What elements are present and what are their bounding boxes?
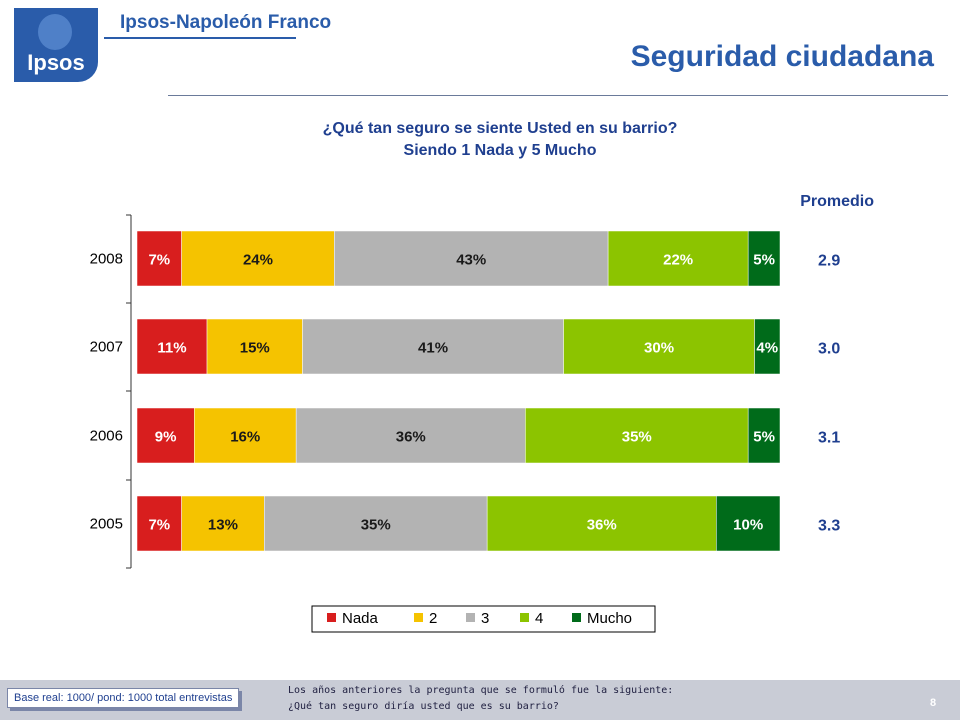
page-title: Seguridad ciudadana xyxy=(630,40,934,73)
category-label: 2005 xyxy=(90,516,123,533)
logo-face-icon xyxy=(38,14,72,50)
data-label: 4% xyxy=(756,340,778,357)
bar-segment-nada xyxy=(136,495,182,552)
data-label: 13% xyxy=(208,517,238,534)
data-label: 35% xyxy=(361,517,391,534)
chart-question: ¿Qué tan seguro se siente Usted en su ba… xyxy=(200,118,800,162)
data-label: 11% xyxy=(157,340,186,357)
promedio-value: 3.1 xyxy=(818,430,840,447)
data-label: 7% xyxy=(148,252,170,269)
note-line-2: ¿Qué tan seguro diría usted que es su ba… xyxy=(288,701,559,712)
page-number: 8 xyxy=(930,697,937,709)
promedio-value: 2.9 xyxy=(818,253,840,270)
promedio-value: 3.3 xyxy=(818,518,840,535)
data-label: 9% xyxy=(155,429,177,446)
bar-segment-2 xyxy=(181,495,265,552)
bar-segment-4 xyxy=(486,495,717,552)
data-label: 5% xyxy=(753,429,775,446)
category-label: 2007 xyxy=(90,339,123,356)
data-label: 30% xyxy=(644,340,674,357)
data-label: 15% xyxy=(240,340,270,357)
legend-swatch-mucho xyxy=(572,613,581,622)
legend-swatch-nada xyxy=(327,613,336,622)
logo-text: Ipsos xyxy=(27,50,85,75)
data-label: 36% xyxy=(396,429,426,446)
bar-segment-3 xyxy=(264,495,488,552)
bar-segment-mucho xyxy=(754,318,781,375)
promedio-header: Promedio xyxy=(800,193,874,210)
question-history-note: Los años anteriores la pregunta que se f… xyxy=(288,683,673,715)
bar-segment-nada xyxy=(136,318,208,375)
ipsos-logo: Ipsos xyxy=(14,8,98,82)
legend-label: 2 xyxy=(429,610,437,627)
legend-swatch-3 xyxy=(466,613,475,622)
bar-segment-mucho xyxy=(716,495,781,552)
data-label: 10% xyxy=(733,517,763,534)
data-label: 43% xyxy=(456,252,486,269)
bar-segment-3 xyxy=(302,318,564,375)
bar-segment-mucho xyxy=(747,407,781,464)
legend-label: 4 xyxy=(535,610,543,627)
title-divider xyxy=(168,95,948,96)
data-label: 35% xyxy=(622,429,652,446)
bar-segment-2 xyxy=(194,407,297,464)
bar-segment-2 xyxy=(206,318,303,375)
legend-swatch-2 xyxy=(414,613,423,622)
legend-box xyxy=(311,605,656,633)
bar-segment-mucho xyxy=(747,230,781,287)
stacked-bar-chart: 2008 7% 24% 43% 22% 5% 2.9 2007 11% 15% 41% 30% 4% 3.… xyxy=(90,193,874,633)
data-label: 5% xyxy=(753,252,775,269)
bar-segment-3 xyxy=(334,230,609,287)
bar-segment-2 xyxy=(181,230,335,287)
category-label: 2008 xyxy=(90,251,123,268)
data-label: 16% xyxy=(230,429,260,446)
brand-name: Ipsos-Napoleón Franco xyxy=(120,12,332,33)
legend-label: Mucho xyxy=(587,610,632,627)
bar-segment-nada xyxy=(136,230,182,287)
bar-segment-4 xyxy=(563,318,755,375)
bar-segment-nada xyxy=(136,407,195,464)
legend-label: 3 xyxy=(481,610,489,627)
category-label: 2006 xyxy=(90,428,123,445)
data-label: 36% xyxy=(587,517,617,534)
bar-segment-3 xyxy=(295,407,526,464)
bar-segment-4 xyxy=(607,230,749,287)
data-label: 24% xyxy=(243,252,273,269)
data-label: 22% xyxy=(663,252,693,269)
note-line-1: Los años anteriores la pregunta que se f… xyxy=(288,685,674,696)
legend-swatch-4 xyxy=(520,613,529,622)
base-note: Base real: 1000/ pond: 1000 total entrev… xyxy=(7,688,240,708)
promedio-value: 3.0 xyxy=(818,341,840,358)
question-line-1: ¿Qué tan seguro se siente Usted en su ba… xyxy=(322,120,678,137)
question-line-2: Siendo 1 Nada y 5 Mucho xyxy=(403,142,597,159)
legend-label: Nada xyxy=(342,610,379,627)
data-label: 7% xyxy=(148,517,170,534)
brand-underline xyxy=(104,37,296,39)
data-label: 41% xyxy=(418,340,448,357)
